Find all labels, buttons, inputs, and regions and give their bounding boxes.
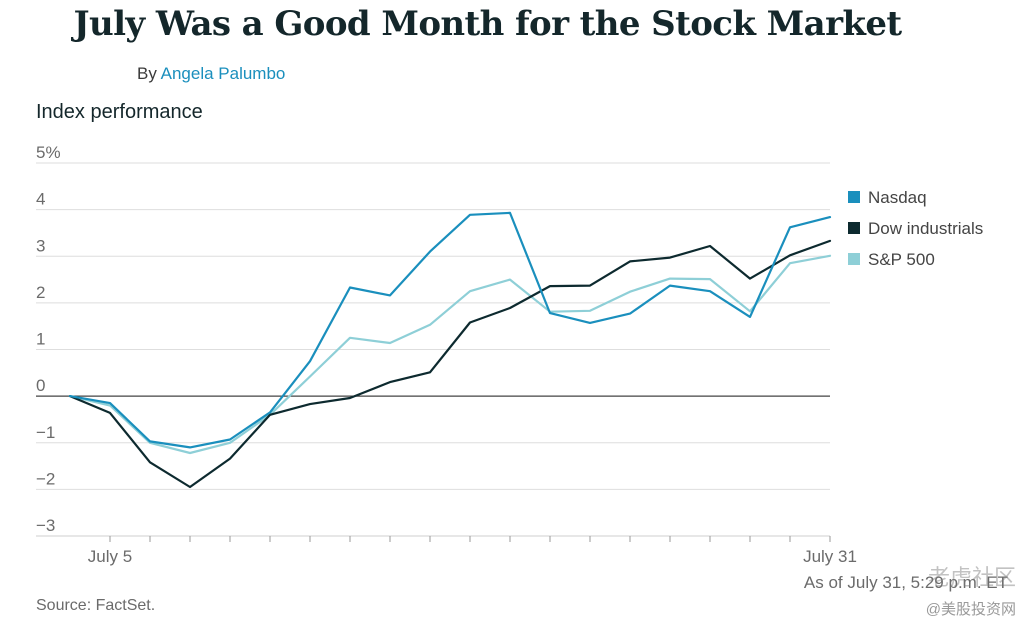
legend-label: Nasdaq — [868, 188, 927, 207]
y-tick-label: 5% — [36, 143, 61, 162]
grid-lines — [36, 162, 830, 537]
timestamp-note: As of July 31, 5:29 p.m. ET — [803, 573, 1008, 592]
series-line-dow-industrials — [68, 239, 832, 489]
legend-swatch — [848, 222, 860, 234]
watermark-logo-text: 老虎社区 — [927, 565, 1016, 590]
y-tick-label: 3 — [36, 236, 45, 255]
y-axis-ticks: 5% 4 3 2 1 0 −1 −2 −3 — [36, 143, 61, 535]
page-title: July Was a Good Month for the Stock Mark… — [73, 4, 903, 44]
legend: Nasdaq Dow industrials S&P 500 — [848, 188, 983, 269]
legend-swatch — [848, 191, 860, 203]
x-tick-label: July 5 — [88, 547, 132, 566]
byline: By Angela Palumbo — [137, 64, 285, 84]
series-line-s-p-500 — [68, 254, 832, 455]
series-lines — [68, 211, 832, 489]
x-axis-ticks: July 5 July 31 — [36, 535, 857, 566]
source-note: Source: FactSet. — [36, 597, 156, 614]
series-line-nasdaq — [68, 211, 832, 449]
y-tick-label: −1 — [36, 423, 55, 442]
y-tick-label: 1 — [36, 330, 45, 349]
x-tick-label: July 31 — [803, 547, 857, 566]
watermark-handle: @美股投资网 — [925, 601, 1016, 618]
y-tick-label: 4 — [36, 190, 45, 209]
y-tick-label: −3 — [36, 516, 55, 535]
y-tick-label: −2 — [36, 469, 55, 488]
author-link[interactable]: Angela Palumbo — [160, 64, 286, 83]
legend-label: Dow industrials — [868, 219, 983, 238]
chart-title: Index performance — [36, 101, 203, 123]
y-tick-label: 0 — [36, 376, 45, 395]
byline-prefix: By — [137, 64, 161, 83]
legend-label: S&P 500 — [868, 250, 935, 269]
y-tick-label: 2 — [36, 283, 45, 302]
legend-swatch — [848, 253, 860, 265]
